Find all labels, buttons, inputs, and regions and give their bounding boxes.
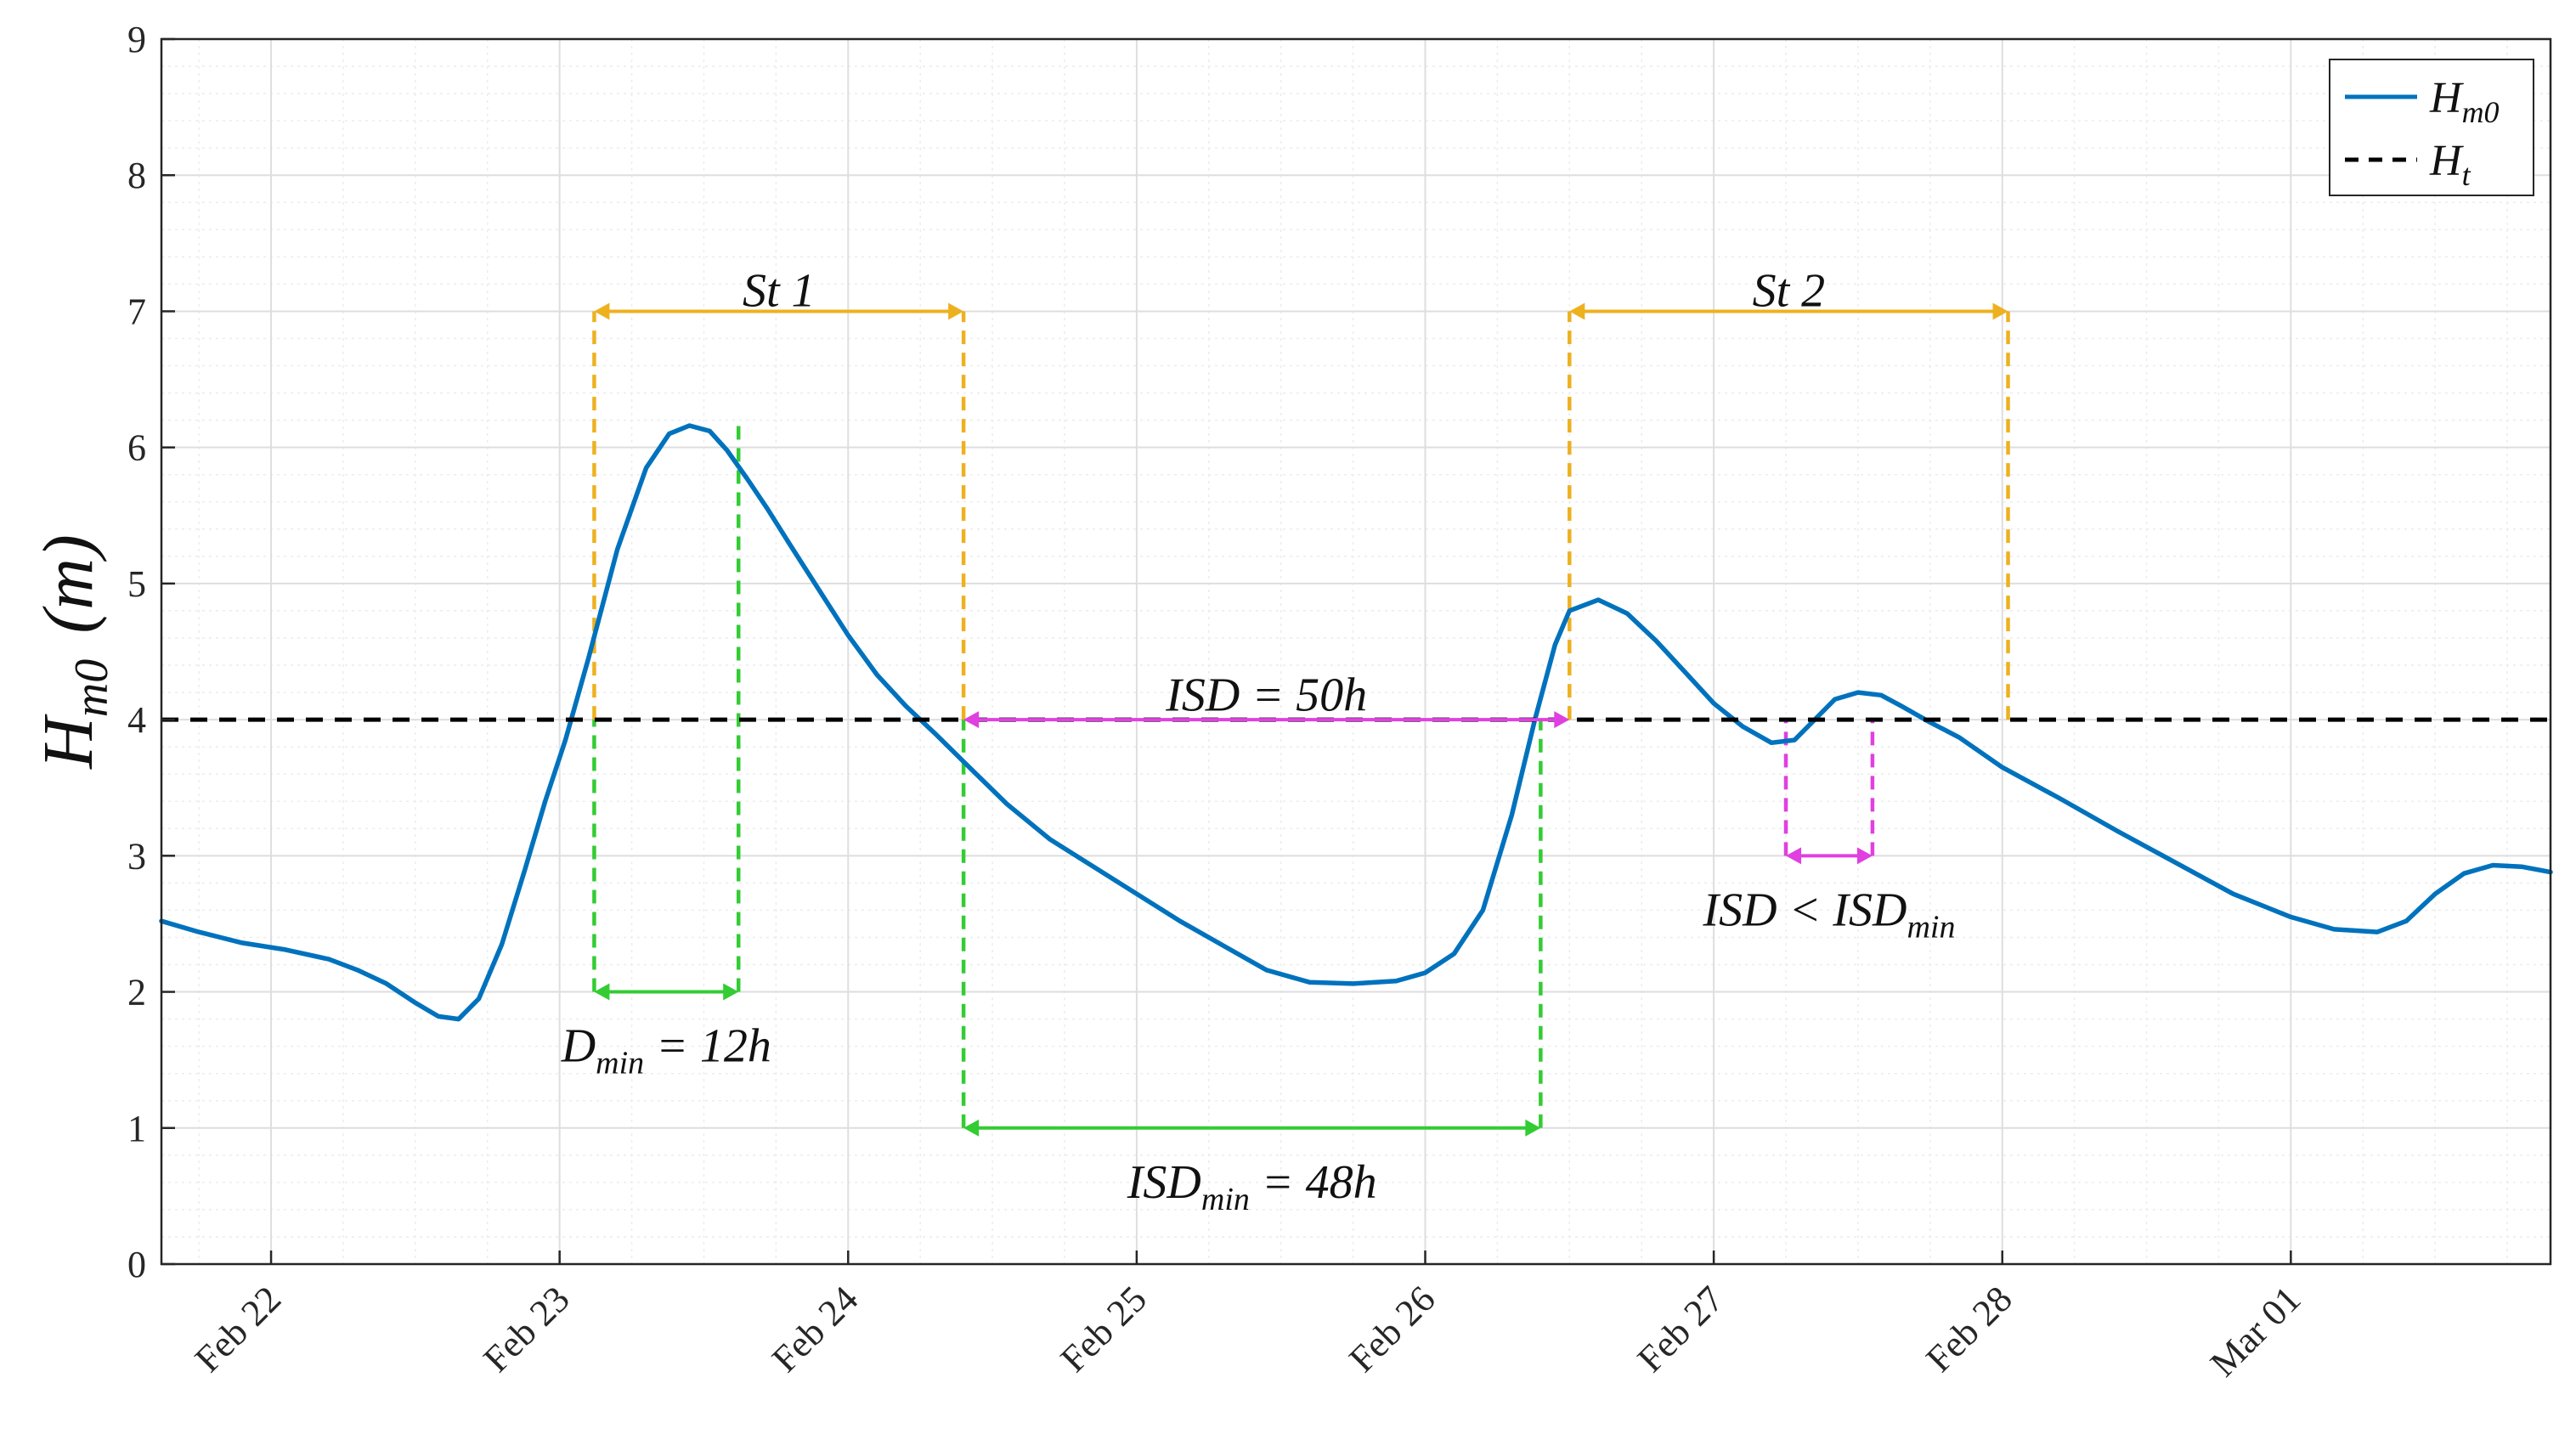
x-tick-label: Feb 23 [476, 1278, 578, 1380]
y-tick-label: 2 [127, 972, 146, 1013]
annotation-arrows [594, 302, 2008, 1137]
legend-label-hm0: Hm0 [2429, 74, 2500, 129]
st1-label: St 1 [743, 264, 816, 317]
x-tick-label: Mar 01 [2202, 1278, 2308, 1384]
isdmin-arrowhead-left [963, 1119, 980, 1137]
st2-arrowhead-right [1992, 302, 2008, 320]
y-tick-label: 5 [127, 563, 146, 605]
isdless-arrowhead-right [1856, 847, 1873, 865]
x-tick-label: Feb 25 [1053, 1278, 1155, 1380]
plot-frame [160, 37, 2552, 1266]
legend-label-ht: Ht [2429, 137, 2471, 192]
isdmin-arrowhead-right [1525, 1119, 1541, 1137]
y-axis-label-sub: m0 [65, 659, 118, 717]
isdmin-label: ISDmin = 48h [1127, 1156, 1377, 1217]
st1-arrowhead-left [594, 302, 610, 320]
y-tick-label: 6 [127, 427, 146, 469]
y-tick-label: 8 [127, 155, 146, 196]
y-tick-label: 1 [127, 1108, 146, 1149]
x-tick-label: Feb 28 [1918, 1278, 2020, 1380]
isd50-arrowhead-right [1554, 711, 1570, 729]
x-tick-label: Feb 24 [764, 1278, 866, 1380]
y-axis-label: Hm0 (m) [29, 534, 118, 770]
series-layer [159, 423, 2553, 1022]
grid [161, 38, 2551, 1265]
st1-arrowhead-right [948, 302, 964, 320]
y-axis-label-main: H [29, 714, 108, 770]
y-tick-label: 0 [127, 1244, 146, 1285]
legend: Hm0 Ht [2329, 59, 2534, 196]
dmin-arrowhead-right [723, 983, 739, 1001]
y-tick-label: 3 [127, 835, 146, 877]
legend-box [2329, 59, 2534, 196]
x-tick-label: Feb 26 [1341, 1278, 1443, 1380]
x-tick-label: Feb 27 [1630, 1278, 1731, 1380]
y-axis-label-unit: (m) [29, 534, 108, 634]
y-tick-label: 9 [127, 19, 146, 60]
y-tick-label: 7 [127, 291, 146, 332]
st2-arrowhead-left [1569, 302, 1585, 320]
x-tick-label: Feb 22 [187, 1278, 289, 1380]
st2-label: St 2 [1753, 264, 1826, 317]
y-tick-label: 4 [127, 699, 146, 741]
isd50-label: ISD = 50h [1165, 669, 1367, 721]
series-line-hm0 [159, 423, 2553, 1022]
dmin-label: Dmin = 12h [561, 1020, 771, 1081]
isdless-label: ISD < ISDmin [1702, 884, 1955, 945]
dmin-arrowhead-left [594, 983, 610, 1001]
isdless-arrowhead-left [1786, 847, 1802, 865]
isd50-arrowhead-left [963, 711, 980, 729]
annotation-labels: St 1 St 2 Dmin = 12h ISDmin = 48h ISD = 50h I… [561, 264, 1956, 1217]
annotation-lines [592, 311, 2010, 1128]
